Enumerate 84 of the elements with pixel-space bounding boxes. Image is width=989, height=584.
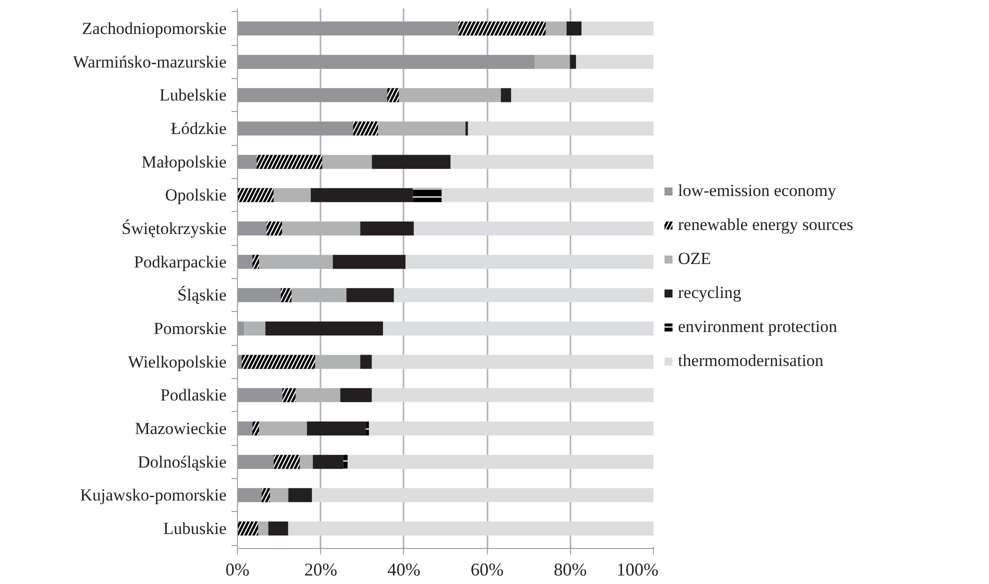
bar <box>372 154 450 169</box>
y-tick-label: Podlaskie <box>160 386 226 405</box>
y-tick-label: Zachodniopomorskie <box>82 19 226 38</box>
bar <box>265 322 384 336</box>
y-tick-label: Opolskie <box>165 186 227 205</box>
x-tick-label: 40% <box>387 560 420 580</box>
bar <box>372 354 654 369</box>
bar <box>300 454 313 469</box>
bar <box>238 122 354 136</box>
bar <box>238 54 535 69</box>
x-tick-label: 80% <box>554 560 587 580</box>
bar <box>238 388 282 402</box>
bar <box>288 488 312 502</box>
bar <box>259 422 307 436</box>
bar <box>360 354 372 369</box>
legend-label: renewable energy sources <box>678 215 854 235</box>
bar <box>238 488 262 502</box>
bar <box>406 254 654 269</box>
y-tick-label: Łódzkie <box>170 119 227 138</box>
x-tick-label: 20% <box>304 560 338 580</box>
y-tick-label: Lubuskie <box>163 519 227 538</box>
y-tick-label: Śląskie <box>177 286 226 305</box>
bar <box>582 22 654 36</box>
bar <box>312 454 344 469</box>
bar <box>570 54 576 69</box>
bar <box>546 22 567 36</box>
bar <box>346 288 394 302</box>
bar <box>238 454 274 469</box>
bar <box>332 254 406 269</box>
bar <box>322 154 372 169</box>
legend-label: recycling <box>678 283 742 303</box>
bar <box>306 422 366 436</box>
bar <box>340 388 372 402</box>
bar <box>576 54 654 69</box>
y-tick-label: Dolnośląskie <box>138 452 227 472</box>
bar <box>310 188 413 202</box>
bar <box>500 88 512 102</box>
y-tick-label: Mazowieckie <box>134 419 227 438</box>
bar <box>268 522 288 536</box>
bar <box>450 154 654 169</box>
bar <box>258 522 268 536</box>
bar <box>368 422 654 436</box>
bar <box>348 454 654 469</box>
bar <box>511 88 654 102</box>
bar <box>360 222 414 236</box>
bar <box>468 122 654 136</box>
bar <box>414 222 654 236</box>
bar <box>274 188 311 202</box>
bar <box>238 88 388 102</box>
bar <box>378 122 466 136</box>
y-tick-label: Małopolskie <box>142 152 227 172</box>
y-tick-label: Kujawsko-pomorskie <box>80 486 227 505</box>
bar <box>238 222 267 236</box>
bar <box>270 488 288 502</box>
bar <box>244 322 266 336</box>
legend-label: low-emission economy <box>678 181 836 201</box>
bar <box>394 288 654 302</box>
bar <box>238 422 252 436</box>
legend-label: thermomodernisation <box>678 351 824 371</box>
y-tick-label: Lubelskie <box>159 86 227 105</box>
bar <box>534 54 570 69</box>
bar <box>398 88 501 102</box>
y-tick-label: Podkarpackie <box>134 252 227 272</box>
bar <box>465 122 468 136</box>
x-tick-label: 0% <box>226 560 250 580</box>
legend-label: environment protection <box>678 317 838 337</box>
legend-label: OZE <box>678 249 712 269</box>
x-tick-label: 100% <box>616 560 659 580</box>
y-tick-label: Pomorskie <box>154 319 227 338</box>
bar <box>238 154 257 169</box>
bar <box>238 322 244 336</box>
bar <box>383 322 654 336</box>
bar <box>288 522 654 536</box>
bar <box>372 388 654 402</box>
bar <box>312 488 654 502</box>
bar <box>238 288 281 302</box>
bar <box>238 254 252 269</box>
y-tick-label: Warmińsko-mazurskie <box>73 52 227 72</box>
bar <box>442 188 654 202</box>
bar <box>566 22 582 36</box>
x-tick-label: 60% <box>470 560 504 580</box>
y-tick-label: Świętokrzyskie <box>122 219 227 238</box>
bar <box>238 22 458 36</box>
y-tick-label: Wielkopolskie <box>128 352 227 372</box>
